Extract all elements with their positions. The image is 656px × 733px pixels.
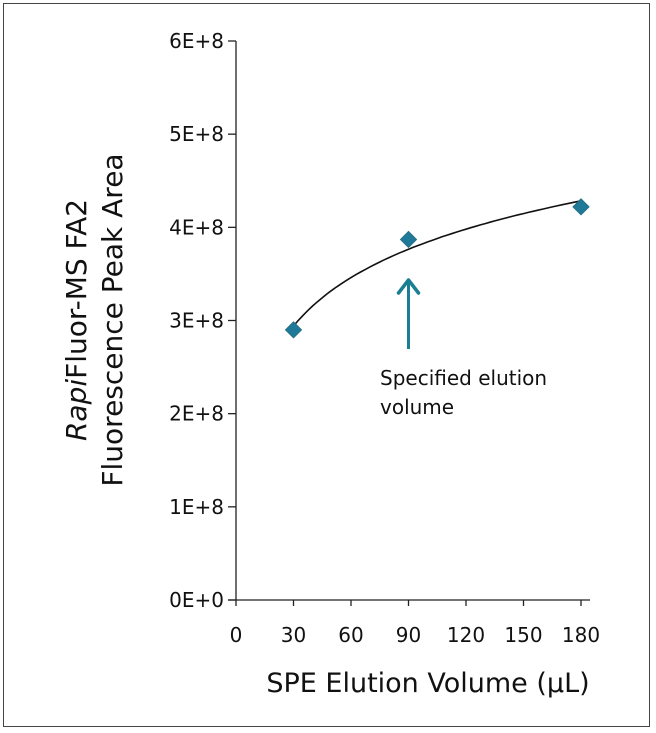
y-tick-label: 5E+8 xyxy=(169,122,224,146)
annotation-line1: Specified elution xyxy=(380,366,547,390)
trendline xyxy=(292,200,582,327)
y-tick-label: 1E+8 xyxy=(169,495,224,519)
x-tick-label: 120 xyxy=(447,623,485,647)
annotation-arrow-head xyxy=(396,278,421,295)
y-tick-label: 4E+8 xyxy=(169,215,224,239)
x-tick-label: 30 xyxy=(281,623,306,647)
y-axis-label-line2: Fluorescence Peak Area xyxy=(96,153,129,486)
y-axis-label-rest: Fluor-MS FA2 xyxy=(60,199,93,379)
x-tick-label: 0 xyxy=(230,623,243,647)
x-tick-label: 90 xyxy=(396,623,421,647)
marks xyxy=(284,198,590,349)
annotation-line2: volume xyxy=(380,395,454,419)
x-tick-label: 180 xyxy=(562,623,600,647)
y-tick-label: 0E+0 xyxy=(169,588,224,612)
data-point xyxy=(399,230,418,249)
x-tick-label: 60 xyxy=(338,623,363,647)
y-tick-label: 2E+8 xyxy=(169,402,224,426)
x-axis-label: SPE Elution Volume (µL) xyxy=(266,668,589,699)
y-axis-label-line1: RapiFluor-MS FA2 xyxy=(60,199,93,441)
data-point xyxy=(572,198,590,216)
y-axis-label-italic: Rapi xyxy=(60,379,93,441)
data-point xyxy=(284,321,303,339)
y-tick-label: 3E+8 xyxy=(169,309,224,333)
x-tick-label: 150 xyxy=(504,623,542,647)
chart-frame xyxy=(3,3,650,727)
y-tick-label: 6E+8 xyxy=(169,29,224,53)
axes: 0E+0 1E+8 2E+8 3E+8 4E+8 5E+8 6E+8 0 30 60 90 120 15… xyxy=(169,29,600,647)
